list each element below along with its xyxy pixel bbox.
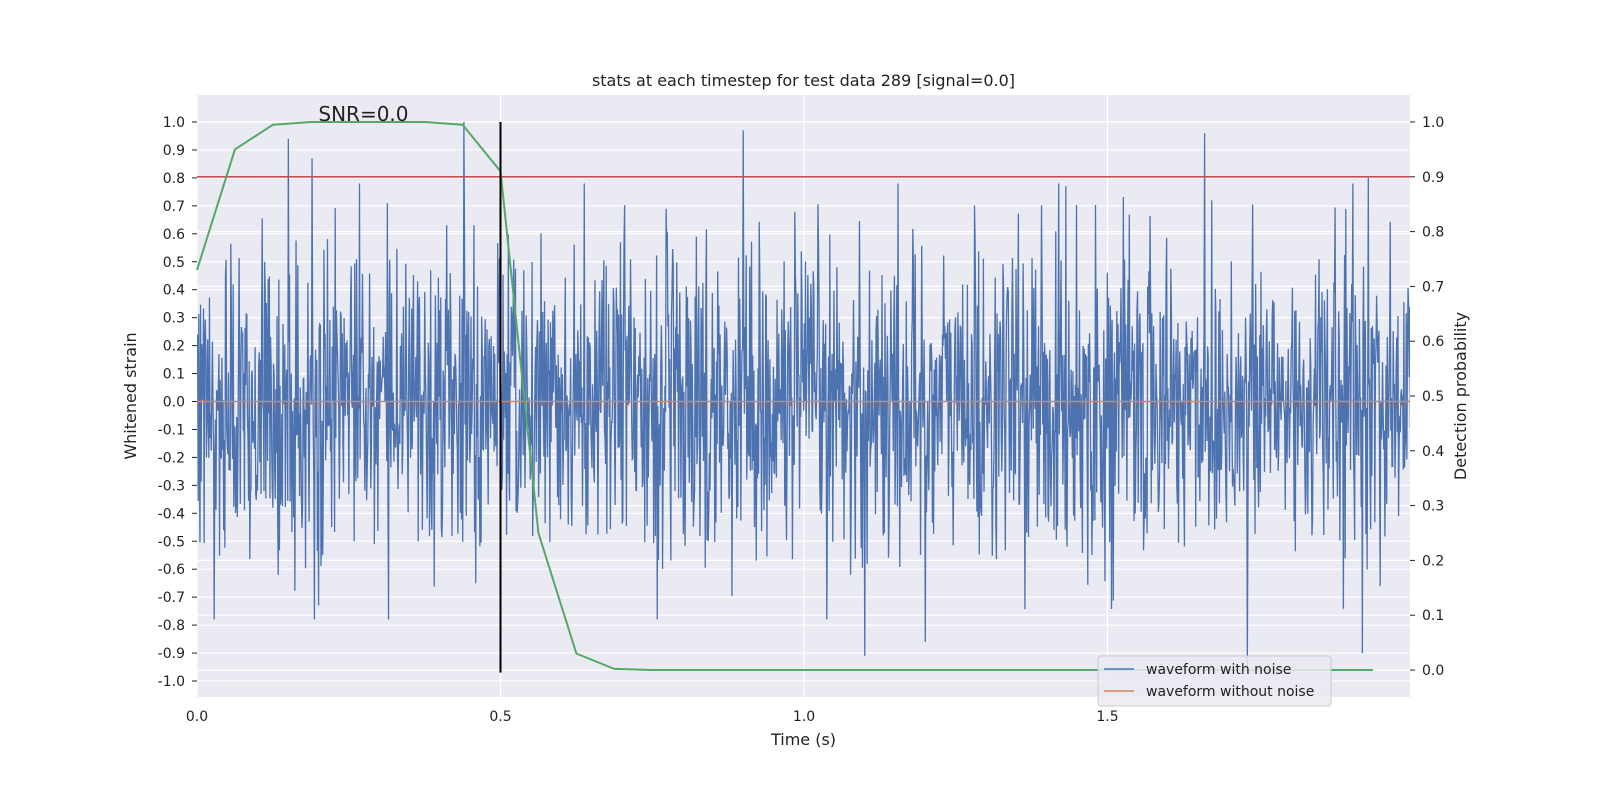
- y-tick-label-left: 0.7: [163, 199, 185, 215]
- y-tick-label-left: -0.8: [158, 618, 185, 634]
- y-tick-label-right: 0.0: [1422, 663, 1444, 679]
- x-tick-label: 1.5: [1096, 709, 1118, 725]
- y-tick-label-left: -0.9: [158, 646, 185, 662]
- y-tick-label-left: 1.0: [163, 115, 185, 131]
- chart-title: stats at each timestep for test data 289…: [592, 71, 1015, 90]
- y-tick-label-right: 0.3: [1422, 499, 1444, 515]
- y-axis-label-right: Detection probability: [1451, 312, 1470, 480]
- line-waveform-with-noise: [197, 121, 1410, 668]
- y-tick-label-left: 0.8: [163, 171, 185, 187]
- x-tick-label: 0.0: [186, 709, 208, 725]
- y-tick-label-left: -0.4: [158, 506, 185, 522]
- y-axis-label-left: Whitened strain: [121, 332, 140, 459]
- y-tick-label-right: 0.9: [1422, 170, 1444, 186]
- y-tick-label-left: 0.3: [163, 311, 185, 327]
- y-tick-label-left: -0.6: [158, 562, 185, 578]
- y-tick-label-right: 0.4: [1422, 444, 1444, 460]
- y-tick-label-right: 0.1: [1422, 608, 1444, 624]
- snr-annotation: SNR=0.0: [318, 102, 408, 126]
- y-tick-label-left: -0.5: [158, 534, 185, 550]
- y-tick-label-left: -0.1: [158, 422, 185, 438]
- y-tick-label-left: 0.6: [163, 227, 185, 243]
- y-tick-label-left: 0.1: [163, 367, 185, 383]
- y-tick-label-left: -0.2: [158, 450, 185, 466]
- legend-label-waveform-without-noise: waveform without noise: [1146, 684, 1314, 700]
- y-tick-label-left: -1.0: [158, 674, 185, 690]
- x-tick-label: 1.0: [793, 709, 815, 725]
- tick-labels: 0.0 0.5 1.0 1.5 1.0 0.9 0.8 0.7 0.6 0.5 0.4 0.3 0.2 0…: [158, 115, 1445, 725]
- y-tick-label-right: 0.6: [1422, 334, 1444, 350]
- legend-label-waveform-with-noise: waveform with noise: [1146, 662, 1291, 678]
- x-tick-label: 0.5: [489, 709, 511, 725]
- y-tick-label-left: -0.3: [158, 478, 185, 494]
- x-axis-label: Time (s): [770, 730, 836, 749]
- y-tick-label-right: 1.0: [1422, 115, 1444, 131]
- y-tick-label-left: 0.4: [163, 283, 185, 299]
- series-waveform-with-noise: [197, 121, 1410, 668]
- y-tick-label-right: 0.2: [1422, 553, 1444, 569]
- y-tick-label-right: 0.7: [1422, 279, 1444, 295]
- legend: waveform with noise waveform without noi…: [1097, 655, 1332, 707]
- y-tick-label-left: 0.0: [163, 395, 185, 411]
- y-tick-label-right: 0.8: [1422, 225, 1444, 241]
- y-tick-label-left: -0.7: [158, 590, 185, 606]
- y-tick-label-left: 0.9: [163, 143, 185, 159]
- legend-box: [1097, 655, 1332, 707]
- y-tick-label-left: 0.5: [163, 255, 185, 271]
- y-tick-label-right: 0.5: [1422, 389, 1444, 405]
- y-tick-label-left: 0.2: [163, 339, 185, 355]
